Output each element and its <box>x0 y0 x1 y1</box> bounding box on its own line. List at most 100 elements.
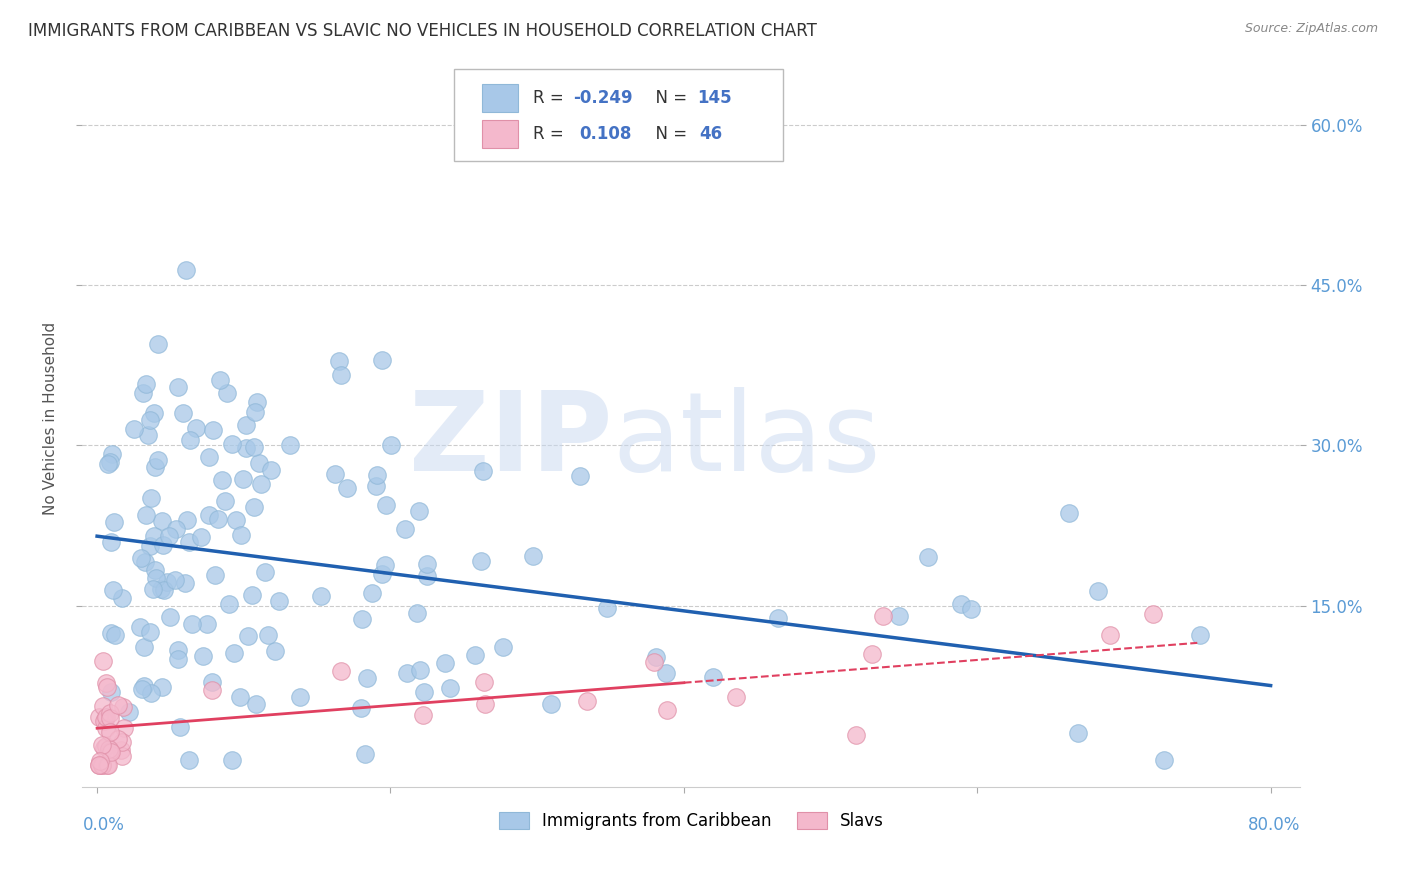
Point <box>146 337 169 351</box>
Point <box>242 589 264 603</box>
Point <box>434 656 457 670</box>
Point <box>221 753 243 767</box>
Text: atlas: atlas <box>612 387 880 494</box>
Point <box>198 450 221 464</box>
Point <box>112 721 135 735</box>
Point <box>408 504 430 518</box>
Point <box>371 566 394 581</box>
Point <box>135 508 157 523</box>
Point <box>657 703 679 717</box>
Point <box>596 601 619 615</box>
Point <box>412 707 434 722</box>
Point <box>101 447 124 461</box>
Point <box>129 619 152 633</box>
Point <box>361 585 384 599</box>
Point <box>492 640 515 655</box>
Point <box>257 628 280 642</box>
Point <box>139 539 162 553</box>
Point <box>353 747 375 761</box>
Y-axis label: No Vehicles in Household: No Vehicles in Household <box>44 322 58 516</box>
Point <box>522 549 544 564</box>
Point <box>96 757 118 772</box>
Point <box>124 422 146 436</box>
Point <box>96 739 118 754</box>
Point <box>153 582 176 597</box>
Point <box>949 597 972 611</box>
Point <box>1087 583 1109 598</box>
Point <box>139 624 162 639</box>
Text: R =: R = <box>533 89 569 107</box>
Point <box>198 508 221 522</box>
Point <box>177 753 200 767</box>
Point <box>111 699 134 714</box>
Point <box>415 569 437 583</box>
Point <box>336 481 359 495</box>
Point <box>163 573 186 587</box>
Point <box>191 648 214 663</box>
Point <box>917 549 939 564</box>
Point <box>96 721 118 735</box>
Point <box>243 404 266 418</box>
Point <box>309 589 332 603</box>
Point <box>167 652 190 666</box>
Point <box>98 741 121 756</box>
Point <box>111 735 134 749</box>
FancyBboxPatch shape <box>482 120 519 148</box>
Point <box>135 376 157 391</box>
Point <box>1189 628 1212 642</box>
FancyBboxPatch shape <box>482 84 519 112</box>
Point <box>96 681 118 695</box>
Point <box>93 714 115 729</box>
Point <box>172 406 194 420</box>
Point <box>143 563 166 577</box>
Point <box>375 498 398 512</box>
Text: 46: 46 <box>700 125 723 143</box>
Point <box>97 457 120 471</box>
Point <box>100 626 122 640</box>
Point <box>145 571 167 585</box>
Point <box>159 610 181 624</box>
Text: N =: N = <box>645 89 692 107</box>
Point <box>98 724 121 739</box>
Point <box>356 671 378 685</box>
Point <box>111 591 134 605</box>
Point <box>328 353 350 368</box>
Point <box>229 690 252 704</box>
Point <box>260 463 283 477</box>
Point <box>232 472 254 486</box>
Point <box>93 741 115 756</box>
Point <box>139 413 162 427</box>
Point <box>413 685 436 699</box>
Point <box>149 582 172 597</box>
Text: 0.0%: 0.0% <box>83 816 124 834</box>
Point <box>94 676 117 690</box>
Point <box>110 742 132 756</box>
Point <box>214 494 236 508</box>
Point <box>118 705 141 719</box>
Text: -0.249: -0.249 <box>574 89 633 107</box>
Point <box>395 665 418 680</box>
Point <box>655 666 678 681</box>
Text: Source: ZipAtlas.com: Source: ZipAtlas.com <box>1244 22 1378 36</box>
Point <box>152 538 174 552</box>
Point <box>246 395 269 409</box>
Point <box>91 698 114 713</box>
Point <box>132 385 155 400</box>
Point <box>101 583 124 598</box>
Point <box>364 479 387 493</box>
Point <box>472 464 495 478</box>
Text: R =: R = <box>533 125 574 143</box>
Point <box>98 706 121 720</box>
Point <box>766 611 789 625</box>
Point <box>98 744 121 758</box>
Point <box>725 690 748 704</box>
Point <box>100 745 122 759</box>
Point <box>267 593 290 607</box>
Point <box>409 663 432 677</box>
Point <box>374 558 396 572</box>
Point <box>280 438 302 452</box>
Text: 145: 145 <box>697 89 733 107</box>
Point <box>184 421 207 435</box>
Text: N =: N = <box>645 125 697 143</box>
Point <box>416 557 439 571</box>
